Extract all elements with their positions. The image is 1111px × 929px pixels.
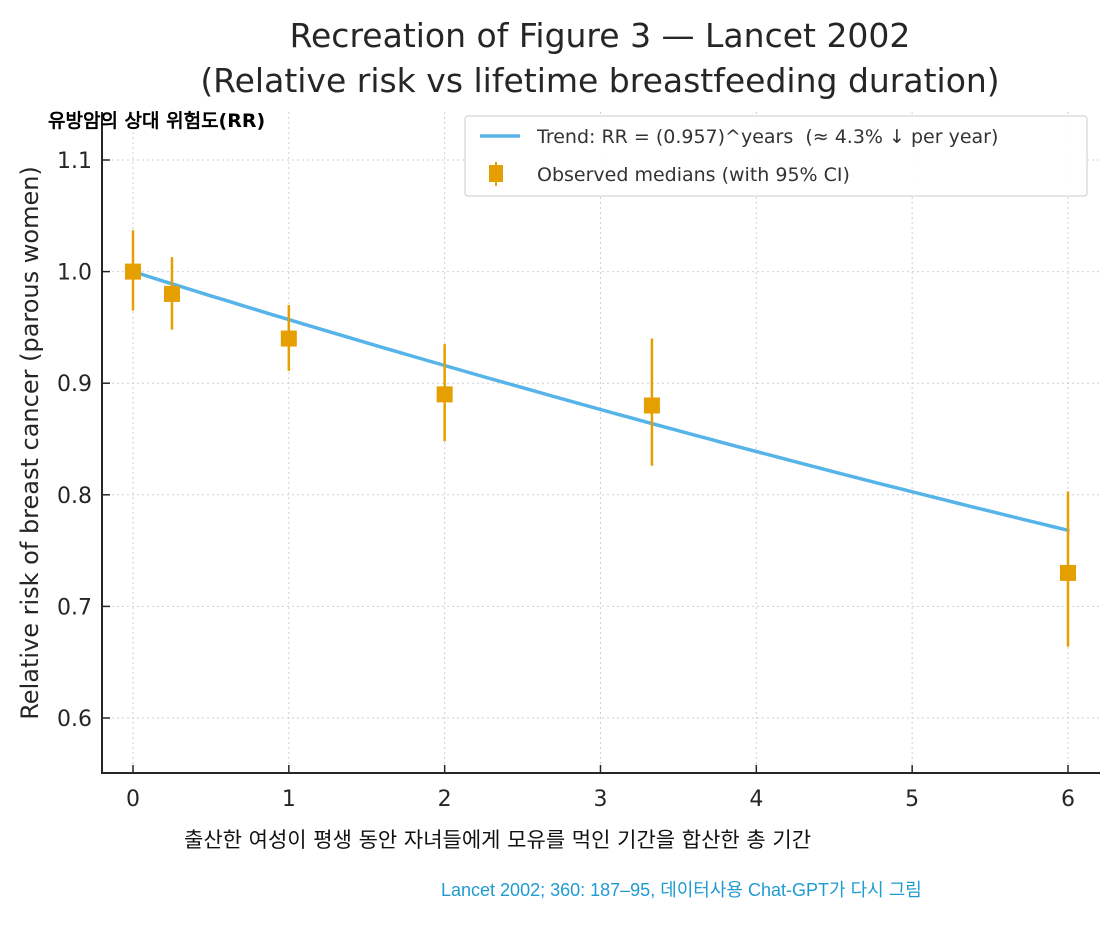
- grid: [102, 112, 1100, 773]
- x-ticks: 0 1 2 3 4 5 6: [126, 765, 1075, 812]
- median-marker: [1059, 564, 1076, 581]
- legend: Trend: RR = (0.957)^years (≈ 4.3% ↓ per …: [464, 115, 1088, 197]
- legend-observed-label: Observed medians (with 95% CI): [537, 164, 850, 186]
- korean-y-axis-label: 유방암의 상대 위험도(RR): [48, 110, 266, 132]
- x-tick-label: 3: [593, 787, 607, 812]
- chart-title: Recreation of Figure 3 — Lancet 2002: [290, 16, 911, 55]
- source-note: Lancet 2002; 360: 187–95, 데이터사용 Chat-GPT…: [441, 880, 922, 900]
- x-tick-label: 1: [282, 787, 296, 812]
- legend-observed-swatch-marker: [489, 165, 503, 182]
- observed-point: [280, 305, 297, 371]
- korean-x-axis-label: 출산한 여성이 평생 동안 자녀들에게 모유를 먹인 기간을 합산한 총 기간: [184, 828, 812, 852]
- y-tick-label: 0.7: [57, 595, 92, 620]
- observed-point: [643, 338, 660, 466]
- legend-trend-label: Trend: RR = (0.957)^years (≈ 4.3% ↓ per …: [536, 126, 998, 148]
- y-axis-label: Relative risk of breast cancer (parous w…: [16, 166, 44, 720]
- chart-subtitle: (Relative risk vs lifetime breastfeeding…: [200, 61, 999, 100]
- observed-point: [125, 230, 141, 311]
- y-tick-label: 1.0: [57, 261, 92, 286]
- trend-line: [131, 269, 1070, 533]
- observed-point: [1059, 491, 1076, 647]
- median-marker: [436, 386, 453, 403]
- median-marker: [280, 330, 297, 347]
- x-tick-label: 5: [905, 787, 919, 812]
- y-ticks: 0.6 0.7 0.8 0.9 1.0 1.1: [57, 149, 110, 732]
- y-tick-label: 1.1: [57, 149, 92, 174]
- median-marker: [125, 263, 141, 280]
- y-tick-label: 0.8: [57, 484, 92, 509]
- x-tick-label: 0: [126, 787, 140, 812]
- x-tick-label: 6: [1061, 787, 1075, 812]
- median-marker: [163, 285, 180, 302]
- observed-points-layer: [125, 230, 1076, 647]
- y-tick-label: 0.6: [57, 707, 92, 732]
- x-tick-label: 4: [749, 787, 763, 812]
- median-marker: [643, 397, 660, 414]
- x-tick-label: 2: [438, 787, 452, 812]
- observed-point: [436, 344, 453, 442]
- y-tick-label: 0.9: [57, 372, 92, 397]
- legend-frame: [464, 115, 1088, 197]
- trend-line-layer: [131, 269, 1070, 533]
- observed-point: [163, 257, 180, 330]
